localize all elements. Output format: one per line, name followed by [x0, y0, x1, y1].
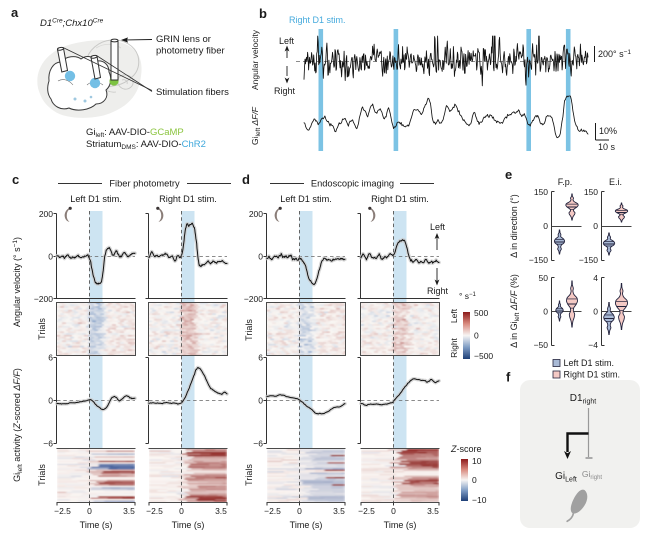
svg-text:GRIN lens or: GRIN lens or — [156, 34, 211, 45]
svg-text:Left D1 stim.: Left D1 stim. — [280, 194, 332, 204]
svg-text:3.5: 3.5 — [427, 506, 439, 516]
svg-text:c: c — [12, 172, 19, 187]
svg-text:−6: −6 — [253, 439, 263, 449]
svg-text:200: 200 — [249, 209, 263, 219]
svg-text:f: f — [506, 370, 511, 385]
svg-text:Angular velocity (° s−1): Angular velocity (° s−1) — [12, 237, 22, 327]
svg-text:10: 10 — [472, 456, 482, 466]
svg-text:−150: −150 — [529, 255, 548, 265]
svg-text:Δ in direction (°): Δ in direction (°) — [509, 194, 519, 258]
svg-text:0: 0 — [472, 475, 477, 485]
svg-text:Left D1 stim.: Left D1 stim. — [564, 358, 615, 368]
svg-text:−10: −10 — [472, 495, 487, 505]
svg-text:0: 0 — [543, 307, 548, 317]
svg-text:Right: Right — [427, 286, 449, 296]
svg-text:3.5: 3.5 — [333, 506, 345, 516]
svg-text:10%: 10% — [599, 126, 617, 136]
svg-text:0: 0 — [48, 252, 53, 262]
svg-text:0: 0 — [593, 221, 598, 231]
svg-text:0: 0 — [391, 506, 396, 516]
svg-text:Angular velocity: Angular velocity — [250, 29, 260, 90]
svg-text:Left: Left — [279, 36, 295, 46]
svg-text:0: 0 — [179, 506, 184, 516]
svg-text:d: d — [242, 172, 250, 187]
svg-text:photometry fiber: photometry fiber — [156, 46, 225, 57]
svg-text:Left: Left — [430, 222, 446, 232]
svg-text:−6: −6 — [43, 439, 53, 449]
svg-text:50: 50 — [539, 273, 549, 283]
svg-text:0: 0 — [593, 307, 598, 317]
svg-text:Stimulation fibers: Stimulation fibers — [156, 87, 229, 98]
svg-text:Time (s): Time (s) — [80, 520, 113, 530]
svg-text:E.i.: E.i. — [609, 177, 622, 187]
svg-text:3.5: 3.5 — [123, 506, 135, 516]
svg-text:StriatumDMS: AAV-DIO-ChR2: StriatumDMS: AAV-DIO-ChR2 — [86, 139, 206, 151]
svg-text:a: a — [11, 5, 19, 20]
svg-text:200° s−1: 200° s−1 — [598, 49, 631, 59]
svg-text:−150: −150 — [579, 255, 598, 265]
svg-text:10 s: 10 s — [598, 142, 616, 152]
svg-text:−2.5: −2.5 — [264, 506, 281, 516]
svg-text:Z-score: Z-score — [450, 444, 482, 454]
svg-text:Right: Right — [274, 86, 296, 96]
svg-text:Gileft: AAV-DIO-GCaMP: Gileft: AAV-DIO-GCaMP — [86, 127, 184, 139]
svg-text:Trials: Trials — [37, 318, 47, 340]
svg-text:−200: −200 — [34, 294, 53, 304]
svg-text:−2.5: −2.5 — [54, 506, 71, 516]
svg-text:Right D1 stim.: Right D1 stim. — [159, 194, 217, 204]
svg-text:Time (s): Time (s) — [172, 520, 205, 530]
svg-text:3.5: 3.5 — [215, 506, 227, 516]
svg-text:0: 0 — [297, 506, 302, 516]
svg-text:Trials: Trials — [37, 464, 47, 486]
svg-text:6: 6 — [258, 353, 263, 363]
svg-text:0: 0 — [258, 252, 263, 262]
svg-text:−50: −50 — [534, 340, 549, 350]
svg-text:Right D1 stim.: Right D1 stim. — [289, 15, 346, 25]
svg-text:0: 0 — [543, 221, 548, 231]
svg-text:150: 150 — [584, 187, 598, 197]
svg-text:Trials: Trials — [244, 464, 254, 486]
svg-text:Right D1 stim.: Right D1 stim. — [371, 194, 429, 204]
svg-text:Endoscopic imaging: Endoscopic imaging — [311, 179, 394, 189]
svg-text:Trials: Trials — [244, 319, 254, 341]
svg-text:0: 0 — [258, 396, 263, 406]
svg-text:Right: Right — [449, 337, 459, 357]
svg-text:Gileft activity (Z-scored ΔF/F: Gileft activity (Z-scored ΔF/F) — [12, 368, 24, 482]
svg-text:0: 0 — [48, 396, 53, 406]
svg-text:Time (s): Time (s) — [290, 520, 323, 530]
svg-text:b: b — [259, 6, 267, 21]
svg-text:e: e — [505, 167, 512, 182]
svg-text:Δ in Gileft ΔF/F (%): Δ in Gileft ΔF/F (%) — [509, 274, 521, 348]
svg-text:−2.5: −2.5 — [146, 506, 163, 516]
svg-text:0: 0 — [87, 506, 92, 516]
svg-text:Left D1 stim.: Left D1 stim. — [70, 194, 122, 204]
svg-text:Left: Left — [449, 308, 459, 323]
svg-text:0: 0 — [474, 331, 479, 341]
svg-text:D1Cre;Chx10Cre: D1Cre;Chx10Cre — [40, 18, 104, 30]
svg-text:Right D1 stim.: Right D1 stim. — [564, 370, 621, 380]
svg-text:−4: −4 — [588, 340, 598, 350]
svg-text:500: 500 — [474, 308, 488, 318]
svg-text:F.p.: F.p. — [558, 177, 573, 187]
svg-text:−2.5: −2.5 — [358, 506, 375, 516]
svg-text:−200: −200 — [244, 294, 263, 304]
svg-text:° s−1: ° s−1 — [459, 291, 477, 301]
svg-text:6: 6 — [48, 353, 53, 363]
svg-text:150: 150 — [534, 187, 548, 197]
svg-text:200: 200 — [39, 209, 53, 219]
svg-text:Fiber photometry: Fiber photometry — [109, 179, 180, 189]
svg-text:4: 4 — [593, 273, 598, 283]
svg-text:Time (s): Time (s) — [384, 520, 417, 530]
svg-text:−500: −500 — [474, 351, 493, 361]
